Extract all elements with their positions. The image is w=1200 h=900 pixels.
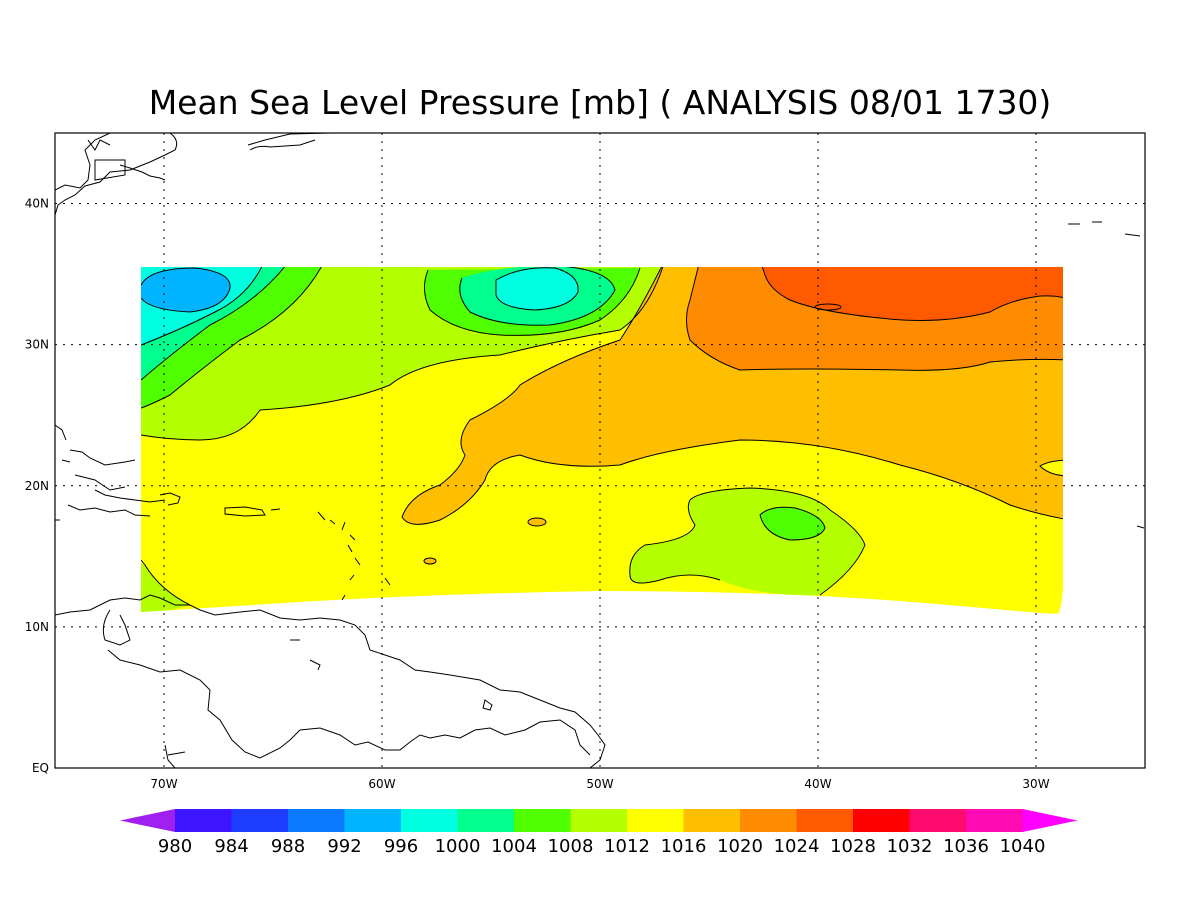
colorbar-swatch-5 bbox=[401, 809, 458, 832]
colorbar-label-6: 1004 bbox=[491, 836, 537, 857]
map-title: Mean Sea Level Pressure [mb] ( ANALYSIS … bbox=[149, 83, 1052, 122]
colorbar-arrow-high bbox=[1022, 809, 1078, 832]
coast-new-england-detail bbox=[87, 139, 126, 181]
colorbar-swatch-11 bbox=[740, 809, 797, 832]
axis-labels: 70W 60W 50W 40W 30W EQ 10N 20N 30N 40N bbox=[25, 197, 1050, 791]
coastlines bbox=[55, 133, 1145, 768]
isobar-1020-northeast bbox=[686, 267, 1063, 371]
isobar-1016-islet-2 bbox=[423, 557, 437, 565]
colorbar-swatch-15 bbox=[966, 809, 1023, 832]
coast-caribbean-islands bbox=[55, 424, 391, 601]
band-992-996-northwest bbox=[141, 268, 231, 312]
isobar-1016-main bbox=[401, 267, 1063, 525]
colorbar-swatch-1 bbox=[175, 809, 232, 832]
colorbar-label-14: 1036 bbox=[943, 836, 989, 857]
isobar-1004-northwest bbox=[141, 267, 291, 381]
colorbar-label-11: 1024 bbox=[774, 836, 820, 857]
colorbar-label-3: 992 bbox=[327, 836, 361, 857]
y-tick-label-2: 20N bbox=[25, 479, 49, 493]
y-tick-label-3: 30N bbox=[25, 338, 49, 352]
x-tick-label-0: 70W bbox=[150, 777, 177, 791]
x-tick-label-1: 60W bbox=[368, 777, 395, 791]
colorbar-label-1: 984 bbox=[214, 836, 248, 857]
isobar-1016-islet-1 bbox=[527, 517, 547, 527]
colorbar-swatch-12 bbox=[796, 809, 854, 832]
y-tick-label-4: 40N bbox=[25, 197, 49, 211]
colorbar-swatch-8 bbox=[570, 809, 628, 832]
colorbar-swatch-3 bbox=[288, 809, 345, 832]
colorbar-label-4: 996 bbox=[384, 836, 418, 857]
isobar-1012-southeast bbox=[629, 487, 866, 596]
x-tick-label-2: 50W bbox=[586, 777, 613, 791]
band-1016-1020-islet-1 bbox=[528, 518, 546, 526]
coast-azores bbox=[1068, 221, 1145, 529]
x-tick-label-4: 30W bbox=[1022, 777, 1049, 791]
plot-frame bbox=[54, 132, 1146, 769]
coast-south-america bbox=[55, 594, 606, 768]
isobar-1028-small bbox=[814, 303, 842, 311]
colorbar: 980 984 988 992 996 1000 1004 1008 1012 1016 1020 1… bbox=[120, 809, 1078, 857]
isobar-1000-northwest bbox=[141, 267, 266, 346]
lat-lon-grid bbox=[55, 133, 1145, 768]
colorbar-swatch-9 bbox=[627, 809, 684, 832]
isobar-1012-southwest bbox=[141, 559, 191, 606]
isobar-996-northwest bbox=[141, 267, 231, 313]
colorbar-swatch-13 bbox=[853, 809, 910, 832]
x-tick-label-3: 40W bbox=[804, 777, 831, 791]
band-996-1000-north-central bbox=[496, 267, 579, 310]
band-1016-1020-islet-2 bbox=[424, 558, 436, 564]
y-tick-label-1: 10N bbox=[25, 620, 49, 634]
colorbar-swatch-10 bbox=[683, 809, 741, 832]
colorbar-label-2: 988 bbox=[271, 836, 305, 857]
isobar-1012-north bbox=[141, 267, 666, 441]
colorbar-label-13: 1032 bbox=[887, 836, 933, 857]
band-1004-1008-southeast bbox=[760, 507, 825, 540]
colorbar-label-12: 1028 bbox=[830, 836, 876, 857]
colorbar-swatch-4 bbox=[344, 809, 402, 832]
colorbar-swatch-2 bbox=[231, 809, 289, 832]
isobar-1004-north-central bbox=[459, 267, 616, 326]
isobar-lines bbox=[141, 267, 1063, 606]
colorbar-label-7: 1008 bbox=[548, 836, 594, 857]
colorbar-label-5: 1000 bbox=[435, 836, 481, 857]
colorbar-swatch-14 bbox=[909, 809, 967, 832]
isobar-1008-northwest bbox=[141, 267, 326, 409]
coast-north-america bbox=[55, 133, 331, 216]
colorbar-label-0: 980 bbox=[158, 836, 192, 857]
colorbar-label-10: 1020 bbox=[717, 836, 763, 857]
isobar-1016-east-notch bbox=[1039, 459, 1063, 477]
colorbar-arrow-low bbox=[120, 809, 175, 832]
colorbar-label-15: 1040 bbox=[1000, 836, 1046, 857]
pressure-field bbox=[141, 267, 1063, 614]
isobar-1008-southeast bbox=[759, 506, 826, 541]
band-1012-1016-east-notch bbox=[1040, 460, 1063, 476]
colorbar-swatch-6 bbox=[457, 809, 515, 832]
isobar-1008-north-central bbox=[424, 267, 641, 336]
colorbar-swatch-7 bbox=[514, 809, 571, 832]
colorbar-label-8: 1012 bbox=[604, 836, 650, 857]
colorbar-label-9: 1016 bbox=[661, 836, 707, 857]
isobar-1000-north-central bbox=[495, 267, 579, 311]
isobar-1024-northeast bbox=[759, 267, 1063, 321]
y-tick-label-0: EQ bbox=[32, 761, 49, 775]
